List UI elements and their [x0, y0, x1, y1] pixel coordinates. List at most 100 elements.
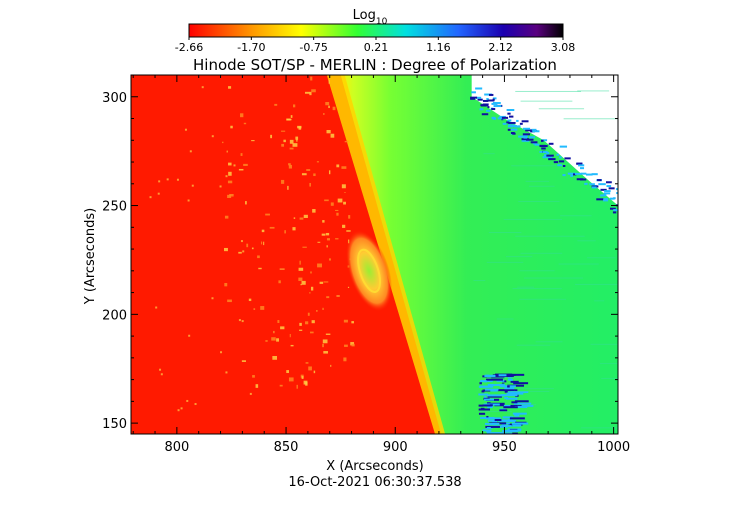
speckle-mark — [487, 419, 496, 422]
plage-mark — [289, 333, 291, 338]
speckle-mark — [589, 183, 595, 186]
plot-frame — [130, 74, 619, 435]
speckle-mark — [494, 419, 502, 422]
plage-mark — [255, 384, 259, 388]
plage-mark — [177, 409, 180, 412]
speckle-mark — [507, 373, 525, 376]
plage-mark — [299, 260, 301, 265]
speckle-mark — [507, 119, 512, 122]
plage-mark — [284, 230, 286, 234]
speckle-mark — [514, 400, 529, 403]
plage-mark — [220, 351, 223, 354]
streak-mark — [520, 100, 573, 102]
speckle-mark — [498, 374, 507, 377]
plage-mark — [316, 310, 318, 312]
speckle-mark — [504, 390, 508, 393]
streak-mark — [594, 300, 605, 302]
plage-mark — [326, 245, 328, 248]
speckle-mark — [510, 432, 518, 434]
plage-mark — [166, 178, 169, 181]
plage-mark — [242, 250, 245, 253]
active-region — [346, 230, 393, 312]
plage-mark — [227, 194, 232, 199]
plage-mark — [245, 201, 247, 205]
y-axis-label: Y (Arcseconds) — [83, 208, 98, 305]
speckle-mark — [575, 172, 582, 175]
speckle-mark — [510, 128, 518, 131]
speckle-mark — [608, 187, 615, 190]
speckle-mark — [580, 172, 587, 175]
speckle-mark — [496, 379, 505, 382]
y-axis-ticks: 150 200 250 300 — [102, 74, 618, 432]
x-tick-label: 1000 — [597, 440, 630, 455]
speckle-mark — [487, 394, 505, 397]
streak-mark — [507, 390, 550, 392]
plage-mark — [283, 139, 286, 143]
plage-mark — [224, 247, 228, 252]
plage-mark — [201, 86, 204, 89]
speckle-mark — [532, 142, 537, 145]
speckle-mark — [514, 414, 520, 417]
speckle-mark — [521, 138, 530, 141]
colorbar-tick-label: -1.70 — [237, 41, 265, 54]
speckle-mark — [487, 384, 505, 387]
plage-mark — [271, 337, 276, 341]
plage-mark — [324, 199, 329, 202]
speckle-mark — [478, 404, 484, 407]
speckle-mark — [559, 156, 562, 159]
speckle-mark — [525, 129, 532, 132]
speckle-mark — [480, 104, 489, 107]
speckle-mark — [482, 99, 489, 102]
plage-mark — [248, 298, 252, 302]
speckle-mark — [507, 378, 513, 381]
plage-mark — [303, 380, 308, 385]
plage-mark — [187, 199, 190, 202]
plage-mark — [290, 115, 293, 118]
speckle-mark — [510, 404, 522, 407]
speckle-mark — [508, 429, 522, 432]
speckle-mark — [604, 190, 611, 193]
plage-mark — [336, 212, 339, 216]
speckle-mark — [514, 389, 518, 392]
x-axis-label: X (Arcseconds) — [326, 459, 423, 474]
speckle-mark — [557, 164, 563, 167]
chart-title: Hinode SOT/SP - MERLIN : Degree of Polar… — [193, 56, 557, 74]
speckle-mark — [500, 394, 518, 397]
speckle-mark — [507, 385, 510, 388]
noise-speckle — [470, 87, 618, 434]
plage-mark — [238, 319, 241, 322]
plage-mark — [176, 178, 179, 181]
speckle-mark — [514, 405, 528, 408]
plage-mark — [194, 403, 197, 406]
plage-mark — [317, 263, 322, 268]
plage-mark — [293, 217, 296, 219]
plage-mark — [341, 184, 346, 189]
streak-mark — [473, 280, 486, 282]
speckle-mark — [510, 391, 529, 394]
x-axis-ticks: 800 850 900 950 1000 — [132, 75, 630, 455]
plage-mark — [307, 312, 310, 316]
speckle-mark — [562, 165, 566, 168]
speckle-mark — [482, 103, 489, 106]
speckle-mark — [612, 211, 617, 214]
speckle-mark — [478, 393, 489, 396]
streak-mark — [563, 118, 618, 120]
speckle-mark — [546, 152, 550, 155]
speckle-mark — [506, 109, 515, 112]
plage-mark — [310, 286, 314, 291]
colorbar-tick-label: 0.21 — [364, 41, 389, 54]
timestamp: 16-Oct-2021 06:30:37.538 — [288, 475, 461, 490]
streak-mark — [488, 232, 522, 234]
plage-mark — [344, 344, 348, 347]
plage-mark — [228, 162, 232, 166]
plage-mark — [155, 306, 158, 309]
speckle-mark — [598, 183, 606, 186]
plage-mark — [286, 370, 290, 374]
speckle-mark — [481, 390, 485, 393]
plage-mark — [325, 102, 330, 106]
plage-mark — [189, 150, 192, 153]
plage-mark — [263, 241, 265, 246]
speckle-mark — [501, 424, 506, 427]
speckle-mark — [597, 179, 602, 182]
